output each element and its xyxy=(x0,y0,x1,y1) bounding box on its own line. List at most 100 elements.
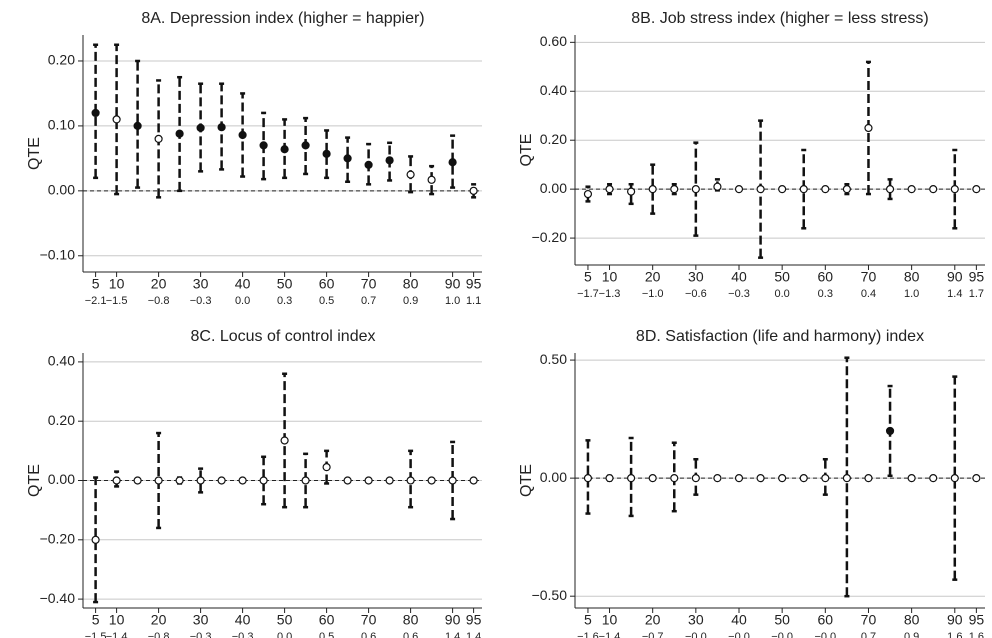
point xyxy=(427,175,436,184)
point xyxy=(950,185,959,194)
y-tick-label: 0.40 xyxy=(48,353,75,369)
point xyxy=(448,158,457,167)
x-tick-label: 5 xyxy=(584,612,592,628)
x2-tick-label: 1.0 xyxy=(445,295,460,307)
x-tick-label: 30 xyxy=(688,269,704,285)
point xyxy=(196,123,205,132)
x-tick-label: 80 xyxy=(904,612,920,628)
x-tick-label: 70 xyxy=(361,276,377,292)
point xyxy=(406,476,415,485)
y-tick-label: 0.40 xyxy=(540,82,567,98)
point xyxy=(583,189,593,199)
point xyxy=(154,134,163,143)
point xyxy=(691,474,700,483)
x2-tick-label: 1.4 xyxy=(466,631,481,638)
x2-tick-label: −0.3 xyxy=(190,295,212,307)
x2-tick-label: 0.6 xyxy=(403,631,418,638)
point xyxy=(91,108,100,118)
point xyxy=(301,141,310,150)
x-tick-label: 20 xyxy=(645,269,661,285)
point xyxy=(406,170,415,179)
x-tick-label: 60 xyxy=(818,612,834,628)
point xyxy=(259,476,268,485)
x-tick-label: 10 xyxy=(602,612,618,628)
point xyxy=(627,187,636,196)
x2-tick-label: 1.4 xyxy=(947,288,962,300)
x-tick-label: 5 xyxy=(92,612,100,628)
point xyxy=(469,476,478,485)
x-tick-label: 95 xyxy=(466,612,482,628)
point xyxy=(301,476,310,485)
chart-title: 8B. Job stress index (higher = less stre… xyxy=(631,10,928,27)
point xyxy=(885,426,895,436)
point xyxy=(972,474,981,483)
x2-tick-label: −0.0 xyxy=(728,631,750,638)
x2-tick-label: −0.3 xyxy=(728,288,750,300)
x-tick-label: 5 xyxy=(584,269,592,285)
x-tick-label: 70 xyxy=(861,269,877,285)
x-tick-label: 80 xyxy=(403,276,419,292)
y-tick-label: 0.00 xyxy=(48,182,75,198)
x2-tick-label: −1.5 xyxy=(106,295,128,307)
point xyxy=(929,185,938,194)
x2-tick-label: 0.9 xyxy=(904,631,919,638)
x2-tick-label: −0.3 xyxy=(190,631,212,638)
point xyxy=(259,141,268,150)
x-tick-label: 80 xyxy=(403,612,419,628)
point xyxy=(154,476,163,485)
x-tick-label: 80 xyxy=(904,269,920,285)
x2-tick-label: −1.4 xyxy=(106,631,128,638)
point xyxy=(907,474,916,483)
x-tick-label: 50 xyxy=(277,612,293,628)
y-tick-label: 0.20 xyxy=(540,131,567,147)
x2-tick-label: −1.5 xyxy=(85,631,107,638)
chart-title: 8A. Depression index (higher = happier) xyxy=(141,10,424,27)
point xyxy=(238,130,247,140)
point xyxy=(627,474,636,483)
point xyxy=(196,476,205,485)
point xyxy=(734,185,744,194)
point xyxy=(864,123,873,133)
x2-tick-label: −0.0 xyxy=(771,631,793,638)
point xyxy=(280,436,289,445)
point xyxy=(821,474,830,483)
x-tick-label: 40 xyxy=(731,269,747,285)
point xyxy=(670,185,679,194)
x2-tick-label: −1.0 xyxy=(642,288,664,300)
y-tick-label: −0.20 xyxy=(532,229,568,245)
x2-tick-label: 0.0 xyxy=(277,631,292,638)
x2-tick-label: −0.0 xyxy=(814,631,836,638)
x2-tick-label: −0.0 xyxy=(685,631,707,638)
x-tick-label: 50 xyxy=(774,612,790,628)
point xyxy=(385,476,394,485)
x-tick-label: 40 xyxy=(731,612,747,628)
point xyxy=(469,186,478,195)
point xyxy=(756,185,765,194)
x-tick-label: 90 xyxy=(947,269,963,285)
point xyxy=(364,476,373,485)
point xyxy=(756,474,765,483)
x-tick-label: 30 xyxy=(688,612,704,628)
point xyxy=(907,185,916,194)
point xyxy=(648,474,657,483)
x2-tick-label: 0.5 xyxy=(319,295,334,307)
x-tick-label: 90 xyxy=(947,612,963,628)
x2-tick-label: −1.4 xyxy=(599,631,621,638)
point xyxy=(238,476,247,485)
x2-tick-label: 0.0 xyxy=(235,295,250,307)
point xyxy=(133,121,142,131)
y-tick-label: 0.10 xyxy=(48,117,75,133)
x2-tick-label: 1.6 xyxy=(969,631,984,638)
point xyxy=(842,474,851,483)
x2-tick-label: 0.5 xyxy=(319,631,334,638)
y-axis-label: QTE xyxy=(518,134,535,167)
x-tick-label: 70 xyxy=(361,612,377,628)
x2-tick-label: 1.4 xyxy=(445,631,460,638)
y-tick-label: 0.00 xyxy=(48,471,75,487)
point xyxy=(778,185,787,194)
x-tick-label: 60 xyxy=(319,612,335,628)
y-tick-label: −0.50 xyxy=(532,587,568,603)
point xyxy=(734,474,744,483)
x2-tick-label: 0.4 xyxy=(861,288,876,300)
point xyxy=(175,476,184,485)
